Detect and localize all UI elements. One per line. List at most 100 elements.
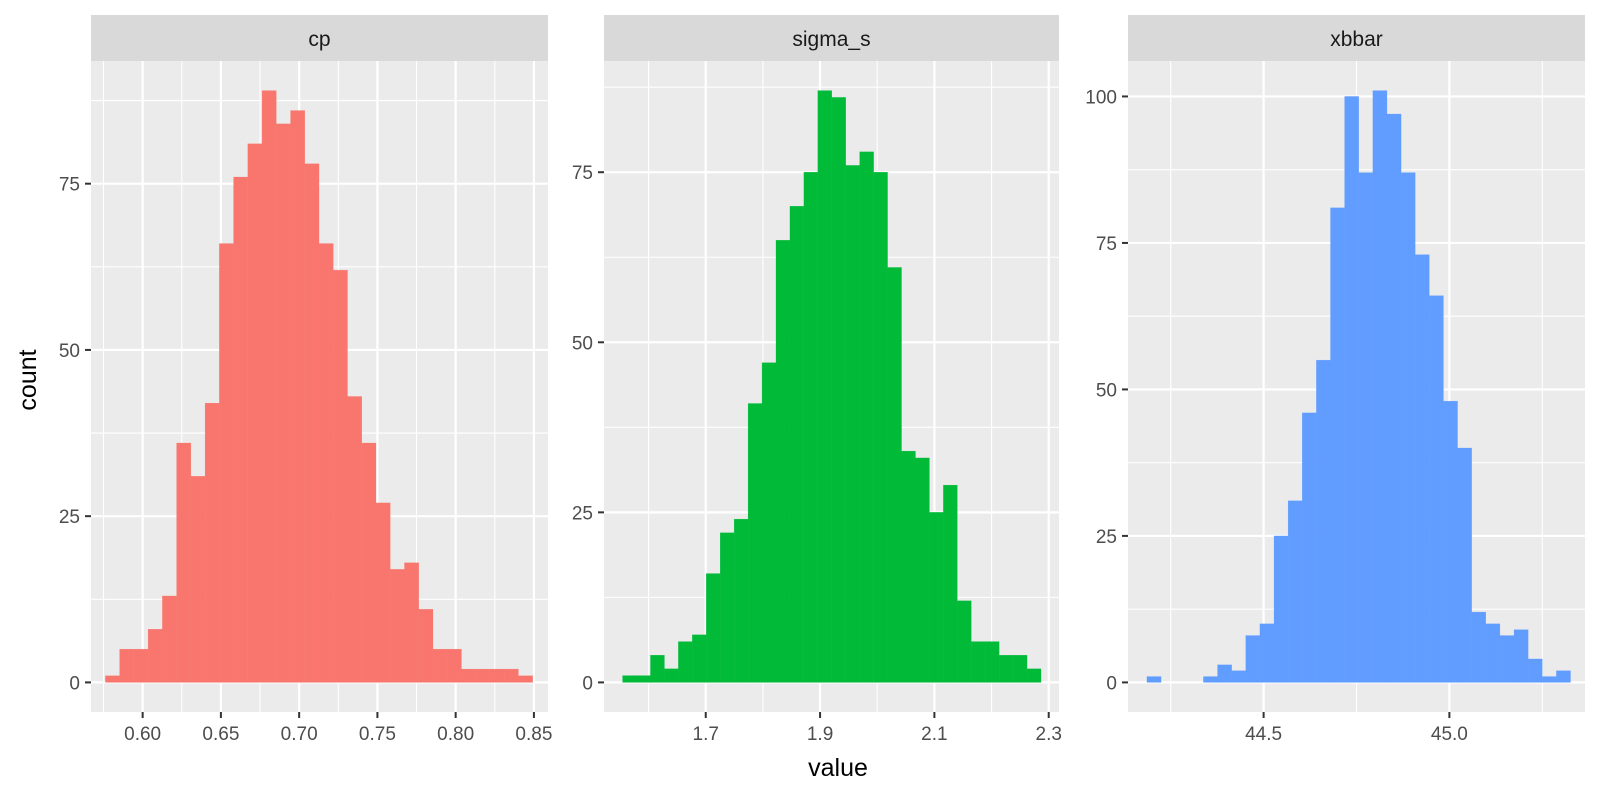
facet-cp-bar-20 (390, 569, 405, 683)
facet-sigma-s-bar-27 (998, 654, 1014, 683)
facet-xbbar-bar-14 (1344, 96, 1359, 683)
facet-cp-bar-25 (461, 668, 476, 683)
facet-cp-x-tick-label: 0.70 (281, 724, 318, 745)
facet-xbbar-bar-15 (1358, 172, 1374, 683)
facet-xbbar-bar-9 (1273, 535, 1289, 683)
facet-xbbar-bar-18 (1400, 172, 1416, 683)
facet-sigma-s-bar-20 (901, 450, 916, 683)
facet-sigma-s-bar-23 (943, 484, 958, 683)
facet-cp-bar-5 (176, 442, 192, 683)
facet-xbbar-y-tick-label: 25 (1096, 527, 1117, 548)
facet-cp-bar-0 (105, 675, 120, 683)
facet-sigma-s-bar-6 (706, 573, 721, 683)
facet-xbbar-x-tick-label: 45.0 (1431, 724, 1468, 745)
facet-sigma-s-bar-19 (887, 267, 902, 683)
facet-sigma-s-bar-22 (929, 512, 944, 683)
facet-cp-bar-13 (290, 110, 305, 683)
facet-cp-bar-10 (247, 143, 263, 683)
facet-xbbar-bar-20 (1429, 295, 1444, 683)
facet-sigma-s-y-tick-label: 0 (582, 673, 593, 694)
facet-cp-bar-18 (361, 442, 377, 683)
facet-cp-bar-17 (347, 396, 362, 683)
facet-cp-bar-19 (375, 502, 391, 683)
facet-sigma-s-bar-15 (831, 97, 846, 683)
facet-sigma-s-bar-5 (692, 634, 707, 683)
facet-sigma-s-x-tick-label: 2.1 (921, 724, 947, 745)
facet-sigma-s-y-tick-label: 50 (572, 333, 593, 354)
facet-xbbar-bar-16 (1372, 90, 1388, 683)
facet-cp-y-tick-label: 75 (59, 175, 80, 196)
facet-sigma-s-bar-18 (873, 172, 888, 683)
facet-xbbar-bar-8 (1259, 623, 1275, 683)
facet-xbbar-x-tick-label: 44.5 (1245, 724, 1282, 745)
facet-cp-bar-16 (333, 269, 348, 683)
facet-cp-bar-9 (233, 176, 249, 683)
facet-cp-bar-28 (503, 668, 519, 683)
facet-xbbar-bar-21 (1443, 400, 1458, 683)
facet-cp-bar-27 (489, 668, 505, 683)
facet-sigma-s-bar-14 (817, 90, 832, 683)
facet-cp-y-tick-label: 25 (59, 507, 80, 528)
facet-cp-bar-23 (432, 648, 448, 683)
facet-xbbar-bar-25 (1499, 635, 1515, 683)
facet-xbbar-bar-27 (1527, 658, 1543, 683)
facet-sigma-s-bar-21 (915, 457, 930, 683)
facet-sigma-s-bar-25 (971, 641, 986, 683)
facet-cp-x-tick-label: 0.65 (202, 724, 239, 745)
facet-xbbar-bar-7 (1245, 635, 1261, 683)
facet-sigma-s-bar-28 (1012, 654, 1028, 683)
facet-sigma-s-bar-9 (747, 403, 763, 683)
facet-cp-bar-22 (418, 609, 434, 683)
facet-xbbar-bar-22 (1457, 447, 1472, 683)
facet-cp-x-tick-label: 0.75 (359, 724, 396, 745)
facet-xbbar-bar-23 (1471, 611, 1486, 683)
facet-xbbar-bar-11 (1302, 412, 1317, 683)
facet-cp-bar-12 (276, 123, 291, 683)
facet-sigma-s-bar-13 (803, 172, 819, 683)
facet-sigma-s-strip-label: sigma_s (792, 28, 870, 51)
facet-xbbar-bar-6 (1231, 670, 1246, 683)
y-axis-title: count (14, 349, 42, 410)
facet-sigma-s-bar-0 (622, 675, 637, 683)
facet-sigma-s-x-tick-label: 1.9 (807, 724, 833, 745)
facet-cp-bar-6 (190, 476, 206, 683)
facet-cp-bar-11 (261, 90, 277, 683)
facet-cp-bar-7 (204, 402, 220, 683)
facet-sigma-s-x-tick-label: 1.7 (693, 724, 719, 745)
facet-xbbar-bar-28 (1542, 676, 1557, 683)
facet-xbbar-y-tick-label: 100 (1085, 87, 1117, 108)
facet-xbbar-bar-10 (1287, 500, 1303, 683)
facet-xbbar-strip-label: xbbar (1330, 28, 1383, 51)
facet-sigma-s-bar-2 (650, 654, 665, 683)
facet-sigma-s-bar-29 (1026, 668, 1042, 683)
facet-cp-x-tick-label: 0.85 (515, 724, 552, 745)
facet-cp-bar-14 (304, 163, 320, 683)
facet-cp-strip (91, 15, 548, 61)
facet-xbbar-strip (1128, 15, 1585, 61)
facet-cp-bar-1 (119, 648, 135, 683)
facet-sigma-s-bar-16 (845, 165, 860, 683)
facet-sigma-s-bar-10 (761, 362, 777, 683)
facet-cp-bar-21 (404, 562, 419, 683)
facet-cp-x-tick-label: 0.60 (124, 724, 161, 745)
facet-xbbar-bar-0 (1146, 676, 1162, 683)
facet-cp-bar-24 (447, 648, 462, 683)
facet-sigma-s-bar-8 (733, 518, 749, 683)
facet-xbbar-y-tick-label: 50 (1096, 380, 1117, 401)
facet-sigma-s-bar-7 (720, 532, 735, 683)
facet-cp-strip-label: cp (308, 28, 330, 51)
facet-sigma-s-y-tick-label: 25 (572, 503, 593, 524)
facet-xbbar-bar-13 (1330, 207, 1345, 683)
facet-xbbar-bar-29 (1556, 670, 1571, 683)
facet-sigma-s-x-tick-label: 2.3 (1036, 724, 1062, 745)
x-axis-title: value (808, 754, 868, 782)
facet-xbbar-bar-5 (1217, 664, 1232, 683)
facet-cp-bar-2 (133, 648, 149, 683)
facet-xbbar-bar-17 (1386, 113, 1402, 683)
facet-xbbar-y-tick-label: 0 (1106, 673, 1117, 694)
facet-xbbar-bar-19 (1415, 254, 1430, 683)
facet-xbbar-y-tick-label: 75 (1096, 234, 1117, 255)
facet-cp-bar-26 (475, 668, 491, 683)
facet-sigma-s-bar-4 (678, 641, 693, 683)
